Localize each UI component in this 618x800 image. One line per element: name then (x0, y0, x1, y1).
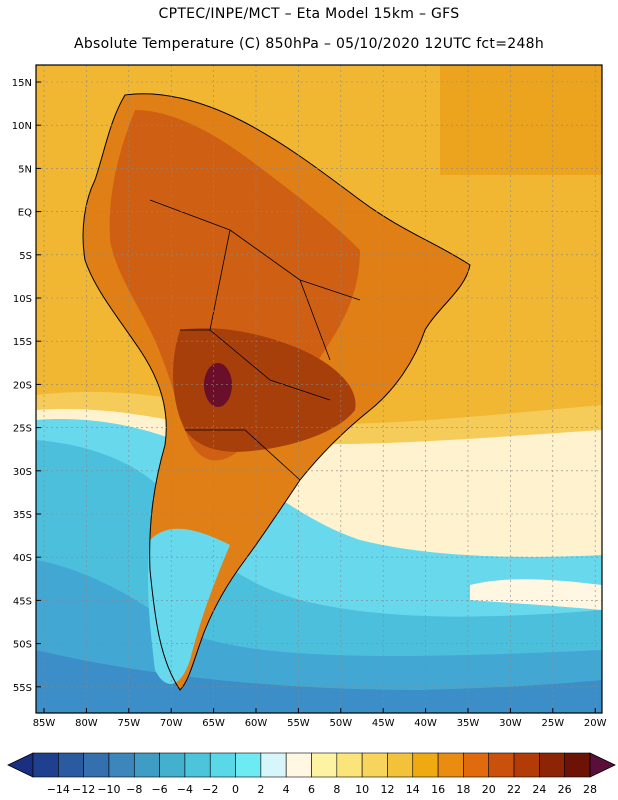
colorbar-tick-label: 24 (532, 783, 546, 796)
colorbar-tick-label: −10 (97, 783, 120, 796)
max-temperature-core (204, 363, 232, 407)
colorbar-tick-label: 22 (507, 783, 521, 796)
colorbar-tick-label: 10 (355, 783, 369, 796)
colorbar-tick-label: 28 (583, 783, 597, 796)
colorbar-tick-label: 6 (308, 783, 315, 796)
colorbar-tick-label: 18 (456, 783, 470, 796)
lon-label: 80W (75, 718, 98, 729)
colorbar-swatch (108, 752, 135, 778)
colorbar-tick-label: −6 (151, 783, 167, 796)
lon-label: 55W (287, 718, 310, 729)
warm-eddy (470, 579, 602, 610)
colorbar-tick-label: 4 (283, 783, 290, 796)
colorbar-swatch (412, 752, 439, 778)
colorbar-tick-label: −2 (202, 783, 218, 796)
country-borders (149, 199, 361, 481)
colorbar-tick-label: 8 (333, 783, 340, 796)
colorbar-swatch (32, 752, 59, 778)
patagonia-cool (147, 528, 230, 684)
lat-label: 5N (18, 164, 32, 175)
coldest-ocean (36, 650, 602, 713)
lat-label: 15S (13, 337, 32, 348)
map-frame (35, 64, 603, 714)
lon-label: 60W (245, 718, 268, 729)
colorbar-swatch (311, 752, 338, 778)
lon-label: 20W (584, 718, 607, 729)
map-field (36, 65, 602, 713)
lon-label: 30W (499, 718, 522, 729)
colorbar-tick-label: −4 (177, 783, 193, 796)
coastline (82, 93, 471, 691)
colorbar-tick-label: 2 (257, 783, 264, 796)
colorbar-swatch (539, 752, 565, 778)
colorbar-tick-label: −12 (72, 783, 95, 796)
lon-label: 75W (117, 718, 140, 729)
colorbar-swatch (285, 752, 312, 778)
colorbar-swatch (260, 752, 287, 778)
map-subtitle: Absolute Temperature (C) 850hPa – 05/10/… (73, 36, 545, 52)
lat-label: 40S (13, 553, 32, 564)
lat-label: 45S (13, 596, 32, 607)
colorbar-swatch (58, 752, 84, 778)
colorbar-swatch (564, 752, 591, 778)
colorbar-swatch (437, 752, 464, 778)
ocean-hot-field (440, 65, 602, 175)
colorbar-high-arrow (589, 752, 616, 778)
lat-label: 15N (12, 78, 32, 89)
latitude-labels: 15N 10N 5N EQ 5S 10S 15S 20S 25S 30S 35S 40S 45S 50S 5… (12, 78, 41, 694)
lon-label: 65W (202, 718, 225, 729)
colorbar-swatch (463, 752, 490, 778)
longitude-labels: 85W 80W 75W 70W 65W 60W 55W 50W 45W 40W 35W 30W 25W 2… (33, 708, 607, 729)
lon-label: 40W (414, 718, 437, 729)
lon-label: 45W (372, 718, 395, 729)
colorbar-swatch (83, 752, 110, 778)
colorbar-tick-label: −14 (47, 783, 70, 796)
colorbar-swatch (159, 752, 186, 778)
lat-label: 5S (19, 251, 32, 262)
colorbar-tick-label: 16 (431, 783, 445, 796)
lat-label: 10S (13, 294, 32, 305)
central-heat-core (173, 328, 356, 452)
colorbar-swatch (184, 752, 211, 778)
map-title: CPTEC/INPE/MCT – Eta Model 15km – GFS (158, 6, 460, 22)
lon-label: 35W (457, 718, 480, 729)
lat-label: 20S (13, 380, 32, 391)
colorbar-tick-label: 20 (482, 783, 496, 796)
colorbar-swatch (209, 752, 236, 778)
lat-label: 10N (12, 121, 32, 132)
lat-label: 35S (13, 510, 32, 521)
lat-label: 30S (13, 467, 32, 478)
colorbar-swatch (513, 752, 540, 778)
lat-label: 25S (13, 424, 32, 435)
colorbar-tick-label: 14 (406, 783, 420, 796)
colorbar-swatch (488, 752, 515, 778)
colorbar-swatch (336, 752, 363, 778)
colorbar-tick-label: 12 (380, 783, 394, 796)
colorbar-swatch (387, 752, 414, 778)
lon-label: 50W (329, 718, 352, 729)
colorbar-swatch (361, 752, 388, 778)
colorbar-tick-label: 26 (558, 783, 572, 796)
lon-label: 25W (541, 718, 564, 729)
graticule (36, 65, 602, 713)
colorbar-low-arrow (7, 752, 34, 778)
colorbar-tick-label: 0 (232, 783, 239, 796)
lat-label: 50S (13, 640, 32, 651)
lon-label: 70W (160, 718, 183, 729)
lat-label: EQ (18, 208, 32, 219)
lat-label: 55S (13, 683, 32, 694)
lon-label: 85W (33, 718, 56, 729)
colorbar-swatch (235, 752, 262, 778)
colorbar: −14 −12 −10 −8 −6 −4 −2 0 2 4 6 8 10 12 14 16 18 20 22 24 26… (7, 752, 616, 796)
colorbar-swatch (133, 752, 160, 778)
colorbar-tick-label: −8 (126, 783, 142, 796)
